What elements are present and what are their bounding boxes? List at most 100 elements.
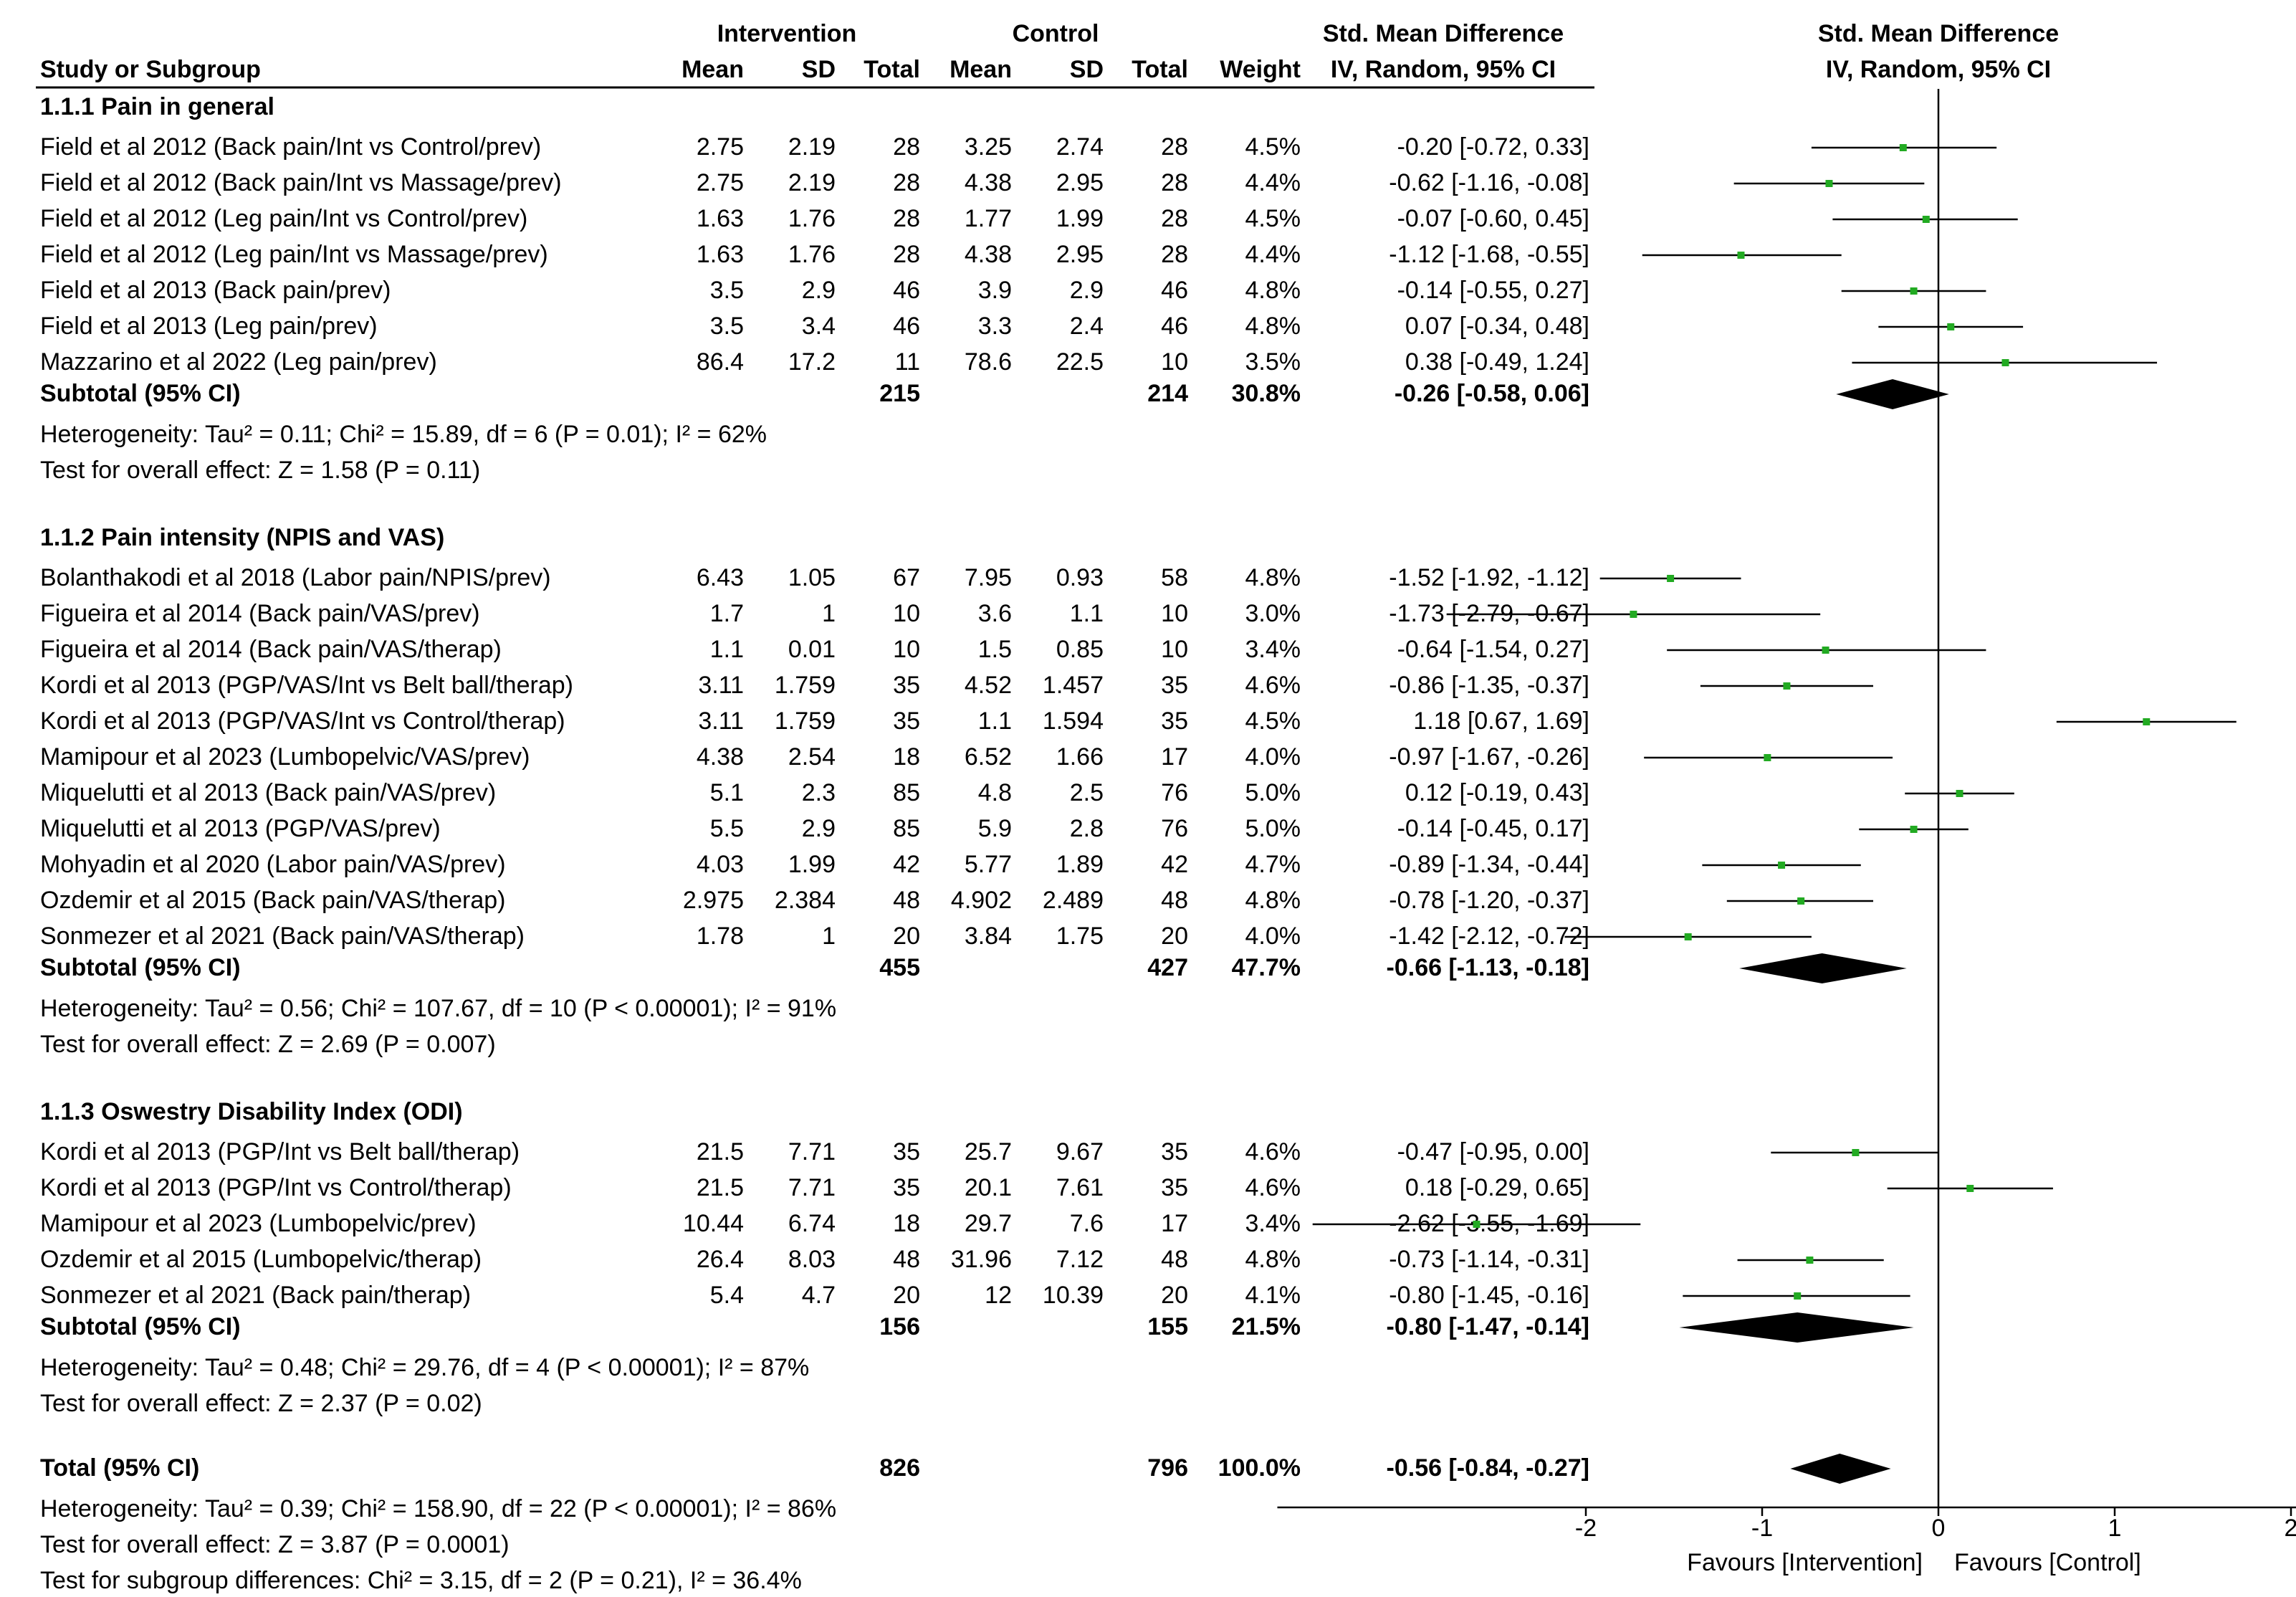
subtotal-intervention-total: 215 — [879, 380, 920, 407]
control-sd: 0.85 — [1056, 636, 1104, 663]
study-name: Kordi et al 2013 (PGP/Int vs Control/the… — [40, 1174, 512, 1201]
study-name: Mohyadin et al 2020 (Labor pain/VAS/prev… — [40, 851, 506, 878]
intervention-mean: 10.44 — [683, 1210, 744, 1237]
control-sd: 1.457 — [1043, 672, 1104, 699]
intervention-sd: 2.19 — [788, 169, 836, 196]
total-overall-effect: Test for overall effect: Z = 3.87 (P = 0… — [40, 1531, 510, 1558]
control-mean: 4.38 — [965, 241, 1012, 268]
control-total: 35 — [1161, 1138, 1188, 1165]
intervention-total: 35 — [893, 1174, 920, 1201]
control-total: 28 — [1161, 205, 1188, 232]
x-tick-label: 0 — [1932, 1515, 1946, 1542]
subtotal-control-total: 427 — [1147, 954, 1188, 981]
study-weight: 4.8% — [1245, 277, 1301, 304]
study-name: Bolanthakodi et al 2018 (Labor pain/NPIS… — [40, 564, 551, 591]
study-name: Field et al 2013 (Leg pain/prev) — [40, 313, 378, 340]
control-total: 48 — [1161, 887, 1188, 914]
study-name: Kordi et al 2013 (PGP/VAS/Int vs Belt ba… — [40, 672, 573, 699]
study-name: Field et al 2012 (Back pain/Int vs Massa… — [40, 169, 562, 196]
study-name: Figueira et al 2014 (Back pain/VAS/prev) — [40, 600, 480, 627]
study-effect-ci: -0.07 [-0.60, 0.45] — [1397, 205, 1589, 232]
study-effect-ci: -0.14 [-0.45, 0.17] — [1397, 815, 1589, 842]
study-row: Field et al 2013 (Leg pain/prev) 3.5 3.4 46… — [40, 313, 1589, 340]
study-effect-ci: -0.86 [-1.35, -0.37] — [1389, 672, 1589, 699]
subtotal-label: Subtotal (95% CI) — [40, 1313, 241, 1340]
intervention-total: 46 — [893, 313, 920, 340]
x-tick-label: 2 — [2285, 1515, 2296, 1542]
control-sd: 7.61 — [1056, 1174, 1104, 1201]
control-sd: 10.39 — [1043, 1282, 1104, 1309]
favours-intervention-label: Favours [Intervention] — [1687, 1549, 1923, 1576]
study-effect-ci: -0.14 [-0.55, 0.27] — [1397, 277, 1589, 304]
study-effect-ci: -0.47 [-0.95, 0.00] — [1397, 1138, 1589, 1165]
control-mean: 25.7 — [965, 1138, 1012, 1165]
control-group-heading: Control — [1013, 20, 1099, 47]
study-effect-ci: -0.89 [-1.34, -0.44] — [1389, 851, 1589, 878]
subtotal-weight: 21.5% — [1232, 1313, 1301, 1340]
study-weight: 4.5% — [1245, 707, 1301, 735]
smd-plot-heading: Std. Mean Difference — [1818, 20, 2059, 47]
control-total: 10 — [1161, 636, 1188, 663]
effect-marker — [1778, 862, 1786, 869]
intervention-sd: 4.7 — [802, 1282, 836, 1309]
control-sd: 2.4 — [1070, 313, 1104, 340]
control-total: 76 — [1161, 815, 1188, 842]
study-effect-ci: -0.73 [-1.14, -0.31] — [1389, 1246, 1589, 1273]
subtotal-weight: 30.8% — [1232, 380, 1301, 407]
intervention-total: 42 — [893, 851, 920, 878]
control-mean: 3.6 — [978, 600, 1012, 627]
intervention-sd: 7.71 — [788, 1138, 836, 1165]
x-tick-label: -1 — [1751, 1515, 1773, 1542]
intervention-sd: 1 — [822, 923, 836, 950]
table-body: 1.1.1 Pain in general Field et al 2012 (B… — [40, 93, 1589, 1594]
subgroup-title: 1.1.3 Oswestry Disability Index (ODI) — [40, 1098, 463, 1125]
control-sd: 7.12 — [1056, 1246, 1104, 1273]
weight-heading: Weight — [1220, 56, 1301, 83]
table-header: Intervention Control Std. Mean Differenc… — [36, 20, 2059, 89]
study-row: Mamipour et al 2023 (Lumbopelvic/VAS/pre… — [40, 743, 1589, 771]
plot-method-heading: IV, Random, 95% CI — [1826, 56, 2051, 83]
study-row: Sonmezer et al 2021 (Back pain/therap) 5.… — [40, 1282, 1589, 1309]
study-weight: 5.0% — [1245, 815, 1301, 842]
study-row: Field et al 2013 (Back pain/prev) 3.5 2.9 4… — [40, 277, 1589, 304]
effect-marker — [1910, 826, 1918, 833]
study-weight: 4.4% — [1245, 169, 1301, 196]
study-row: Miquelutti et al 2013 (PGP/VAS/prev) 5.5 2… — [40, 815, 1589, 842]
control-sd: 22.5 — [1056, 348, 1104, 376]
study-weight: 3.5% — [1245, 348, 1301, 376]
study-effect-ci: -0.80 [-1.45, -0.16] — [1389, 1282, 1589, 1309]
int-sd-heading: SD — [802, 56, 836, 83]
intervention-sd: 2.384 — [775, 887, 836, 914]
intervention-total: 28 — [893, 133, 920, 161]
effect-marker — [1956, 790, 1963, 797]
study-row: Kordi et al 2013 (PGP/Int vs Belt ball/t… — [40, 1138, 1589, 1165]
intervention-sd: 1.759 — [775, 707, 836, 735]
control-mean: 4.902 — [951, 887, 1012, 914]
study-effect-ci: 1.18 [0.67, 1.69] — [1413, 707, 1589, 735]
control-mean: 31.96 — [951, 1246, 1012, 1273]
subtotal-diamond — [1679, 1312, 1914, 1343]
study-row: Sonmezer et al 2021 (Back pain/VAS/thera… — [40, 923, 1589, 950]
effect-marker — [1922, 216, 1930, 223]
study-row: Field et al 2012 (Back pain/Int vs Massa… — [40, 169, 1589, 196]
intervention-mean: 26.4 — [697, 1246, 744, 1273]
study-row: Ozdemir et al 2015 (Lumbopelvic/therap) 2… — [40, 1246, 1589, 1273]
control-mean: 4.38 — [965, 169, 1012, 196]
study-name: Figueira et al 2014 (Back pain/VAS/thera… — [40, 636, 502, 663]
effect-marker — [1684, 933, 1692, 940]
study-weight: 4.8% — [1245, 313, 1301, 340]
x-tick-label: -2 — [1575, 1515, 1597, 1542]
control-mean: 7.95 — [965, 564, 1012, 591]
intervention-sd: 1.76 — [788, 205, 836, 232]
intervention-total: 48 — [893, 1246, 920, 1273]
subtotal-effect-ci: -0.80 [-1.47, -0.14] — [1387, 1313, 1589, 1340]
study-effect-ci: -1.42 [-2.12, -0.72] — [1389, 923, 1589, 950]
study-row: Bolanthakodi et al 2018 (Labor pain/NPIS… — [40, 564, 1589, 591]
control-sd: 2.8 — [1070, 815, 1104, 842]
control-mean: 4.52 — [965, 672, 1012, 699]
subtotal-weight: 47.7% — [1232, 954, 1301, 981]
subtotal-effect-ci: -0.66 [-1.13, -0.18] — [1387, 954, 1589, 981]
control-total: 28 — [1161, 133, 1188, 161]
intervention-sd: 2.54 — [788, 743, 836, 771]
control-total: 10 — [1161, 348, 1188, 376]
